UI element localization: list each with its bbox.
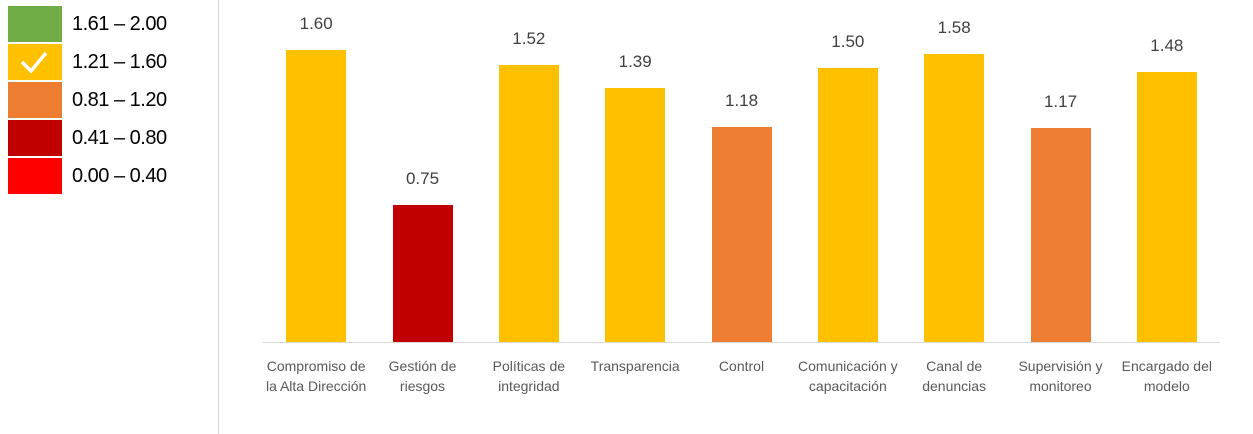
divider xyxy=(218,0,219,434)
x-tick-label: Comunicación y capacitación xyxy=(798,358,898,394)
x-tick-label: Control xyxy=(718,358,765,374)
legend-swatch xyxy=(8,44,62,80)
bar xyxy=(1136,71,1197,342)
data-label: 1.58 xyxy=(937,17,971,37)
bar xyxy=(711,126,772,342)
x-tick-label: Supervisión y monitoreo xyxy=(1018,358,1103,394)
x-tick-label: Canal de denuncias xyxy=(922,358,987,394)
legend-swatch xyxy=(8,158,62,194)
data-label: 1.39 xyxy=(618,52,652,72)
data-label: 1.50 xyxy=(831,32,865,52)
x-tick-label: Compromiso de la Alta Dirección xyxy=(265,358,367,394)
bar xyxy=(286,50,347,342)
bar xyxy=(1030,128,1091,342)
x-tick-label: Políticas de integridad xyxy=(492,358,566,394)
x-tick-label: Gestión de riesgos xyxy=(388,358,457,394)
baseline xyxy=(263,342,1220,343)
data-label: 0.75 xyxy=(405,169,440,189)
legend-label: 1.61 – 2.00 xyxy=(72,13,167,35)
legend-label: 0.00 – 0.40 xyxy=(72,165,167,187)
bar xyxy=(498,64,559,342)
legend-label: 0.41 – 0.80 xyxy=(72,127,167,149)
data-label: 1.52 xyxy=(512,28,546,48)
data-label: 1.48 xyxy=(1150,35,1184,55)
legend-swatch xyxy=(8,120,62,156)
x-tick-label: Encargado del modelo xyxy=(1121,358,1212,394)
legend-label: 0.81 – 1.20 xyxy=(72,89,167,111)
check-icon xyxy=(20,51,48,74)
bar xyxy=(392,205,453,342)
x-tick-label: Transparencia xyxy=(590,358,680,374)
bar xyxy=(924,53,985,342)
bar xyxy=(817,68,878,342)
data-label: 1.60 xyxy=(299,14,333,33)
legend-label: 1.21 – 1.60 xyxy=(72,51,167,73)
legend-swatch xyxy=(8,6,62,42)
bar xyxy=(605,88,666,342)
data-label: 1.17 xyxy=(1043,92,1078,112)
legend-swatch xyxy=(8,82,62,118)
data-label: 1.18 xyxy=(724,90,759,110)
